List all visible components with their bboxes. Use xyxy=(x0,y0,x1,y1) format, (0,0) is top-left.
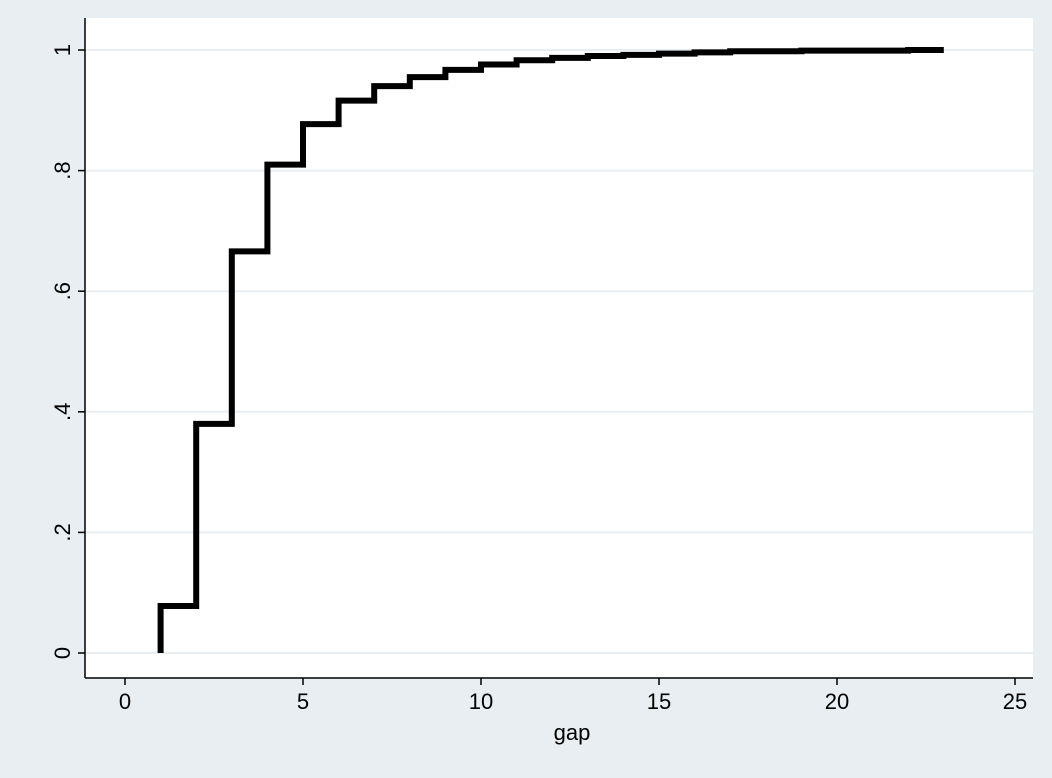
y-tick-label-2: .4 xyxy=(50,403,75,421)
x-tick-label-0: 0 xyxy=(119,689,131,714)
y-tick-label-0: 0 xyxy=(50,647,75,659)
x-axis-title: gap xyxy=(554,720,591,745)
x-tick-label-1: 5 xyxy=(297,689,309,714)
x-tick-label-3: 15 xyxy=(647,689,671,714)
plot-area xyxy=(85,18,1033,678)
y-tick-label-1: .2 xyxy=(50,523,75,541)
x-tick-label-2: 10 xyxy=(469,689,493,714)
y-tick-label-5: 1 xyxy=(50,44,75,56)
y-tick-label-4: .8 xyxy=(50,161,75,179)
x-tick-label-4: 20 xyxy=(825,689,849,714)
x-tick-label-5: 25 xyxy=(1003,689,1027,714)
y-tick-label-3: .6 xyxy=(50,282,75,300)
